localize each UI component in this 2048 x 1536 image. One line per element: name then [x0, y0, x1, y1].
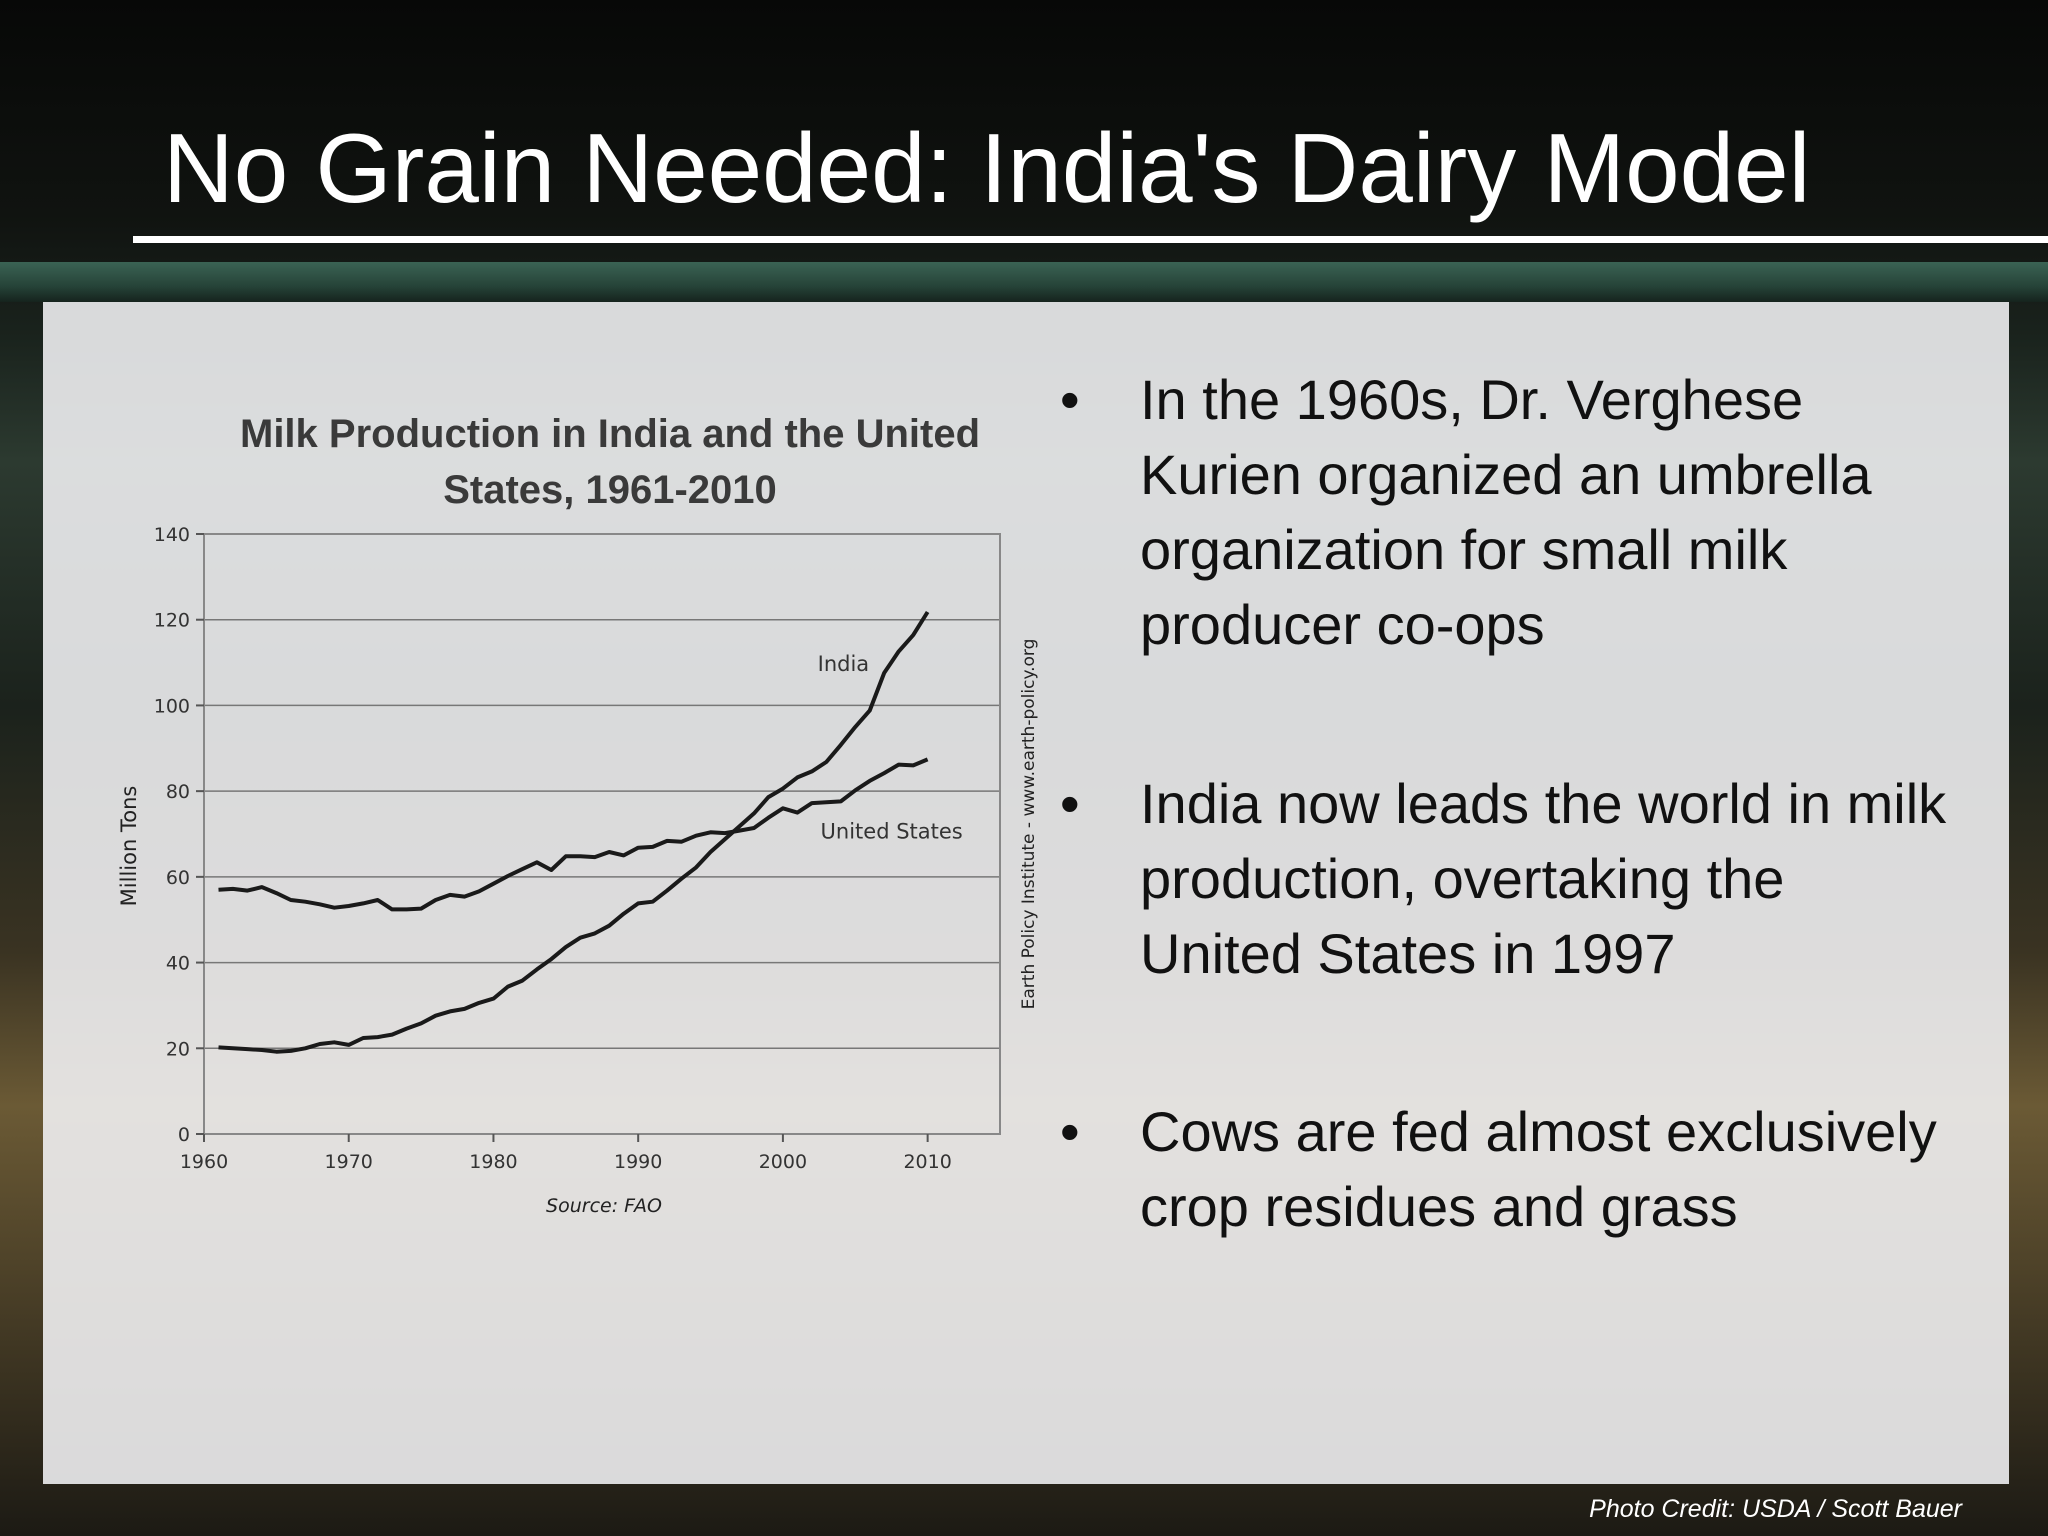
chart-credit: Earth Policy Institute - www.earth-polic…: [1019, 639, 1039, 1010]
chart-title: Milk Production in India and the United …: [240, 412, 980, 512]
chart-source: Source: FAO: [546, 1195, 662, 1217]
slide-title: No Grain Needed: India's Dairy Model: [163, 113, 1811, 223]
y-tick-label: 120: [154, 610, 190, 632]
y-tick-label: 100: [154, 695, 190, 717]
title-underline: [133, 236, 2048, 243]
bullet-text: India now leads the world in milk produc…: [1140, 772, 1947, 985]
content-panel: [43, 302, 2009, 1484]
x-tick-label: 2000: [759, 1151, 807, 1173]
plot-frame: [203, 533, 1001, 1135]
grid-layer: [204, 618, 1000, 1050]
x-tick-label: 2010: [903, 1151, 951, 1173]
y-axis-label: Million Tons: [117, 786, 141, 907]
tick-layer: 0 20 40 60 80 100 120 140 1960 1970 1980 1990 2000 20…: [154, 524, 952, 1173]
x-tick-label: 1980: [469, 1151, 517, 1173]
bullet-dot: •: [1060, 1100, 1080, 1163]
background-rail: [0, 262, 2048, 302]
series-label-united-states: United States: [821, 819, 963, 843]
series-line-india: [218, 610, 930, 1054]
x-tick-label: 1960: [180, 1151, 228, 1173]
x-tick-label: 1990: [614, 1151, 662, 1173]
series-label-india: India: [818, 652, 870, 676]
series-line-united-states: [218, 757, 929, 912]
photo-credit: Photo Credit: USDA / Scott Bauer: [1589, 1495, 1962, 1523]
bullet-dot: •: [1060, 772, 1080, 835]
bullet-text: In the 1960s, Dr. Verghese Kurien organi…: [1140, 368, 1872, 656]
y-tick-label: 0: [178, 1124, 190, 1146]
bullet-text: Cows are fed almost exclusively crop res…: [1140, 1100, 1937, 1238]
x-tick-label: 1970: [325, 1151, 373, 1173]
y-tick-label: 60: [166, 867, 190, 889]
y-tick-label: 80: [166, 781, 190, 803]
y-tick-label: 20: [166, 1038, 190, 1060]
series-layer: [218, 610, 930, 1054]
milk-production-chart: 0 20 40 60 80 100 120 140 1960 1970 1980 1990 2000 20…: [117, 524, 1039, 1217]
y-tick-label: 40: [166, 953, 190, 975]
bullet-dot: •: [1060, 368, 1080, 431]
y-tick-label: 140: [154, 524, 190, 546]
